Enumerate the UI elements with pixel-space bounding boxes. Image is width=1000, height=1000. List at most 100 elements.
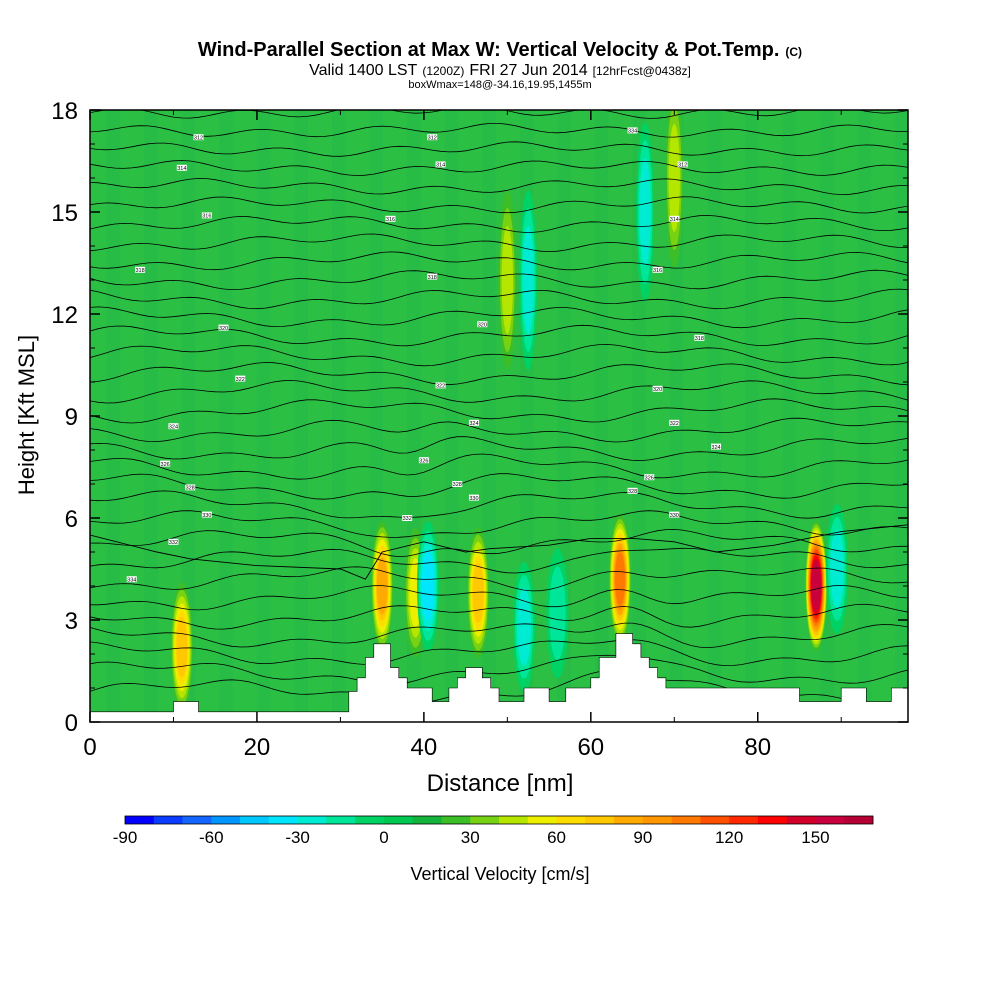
colorbar-tick-label: -90 xyxy=(113,828,138,847)
updraft-cell-contour xyxy=(472,562,484,623)
isentrope-line xyxy=(90,528,908,558)
updraft-cell-contour xyxy=(668,124,680,232)
isentrope-label-box xyxy=(160,460,171,467)
isentrope-label-box xyxy=(711,443,722,450)
isentrope-label: 320 xyxy=(219,326,228,332)
velocity-field: 312 314 316 318 320 322 324 326 328 330 332 334 312 3… xyxy=(90,110,908,722)
chart-box-info: boxWmax=148@-34.16,19.95,1455m xyxy=(408,79,591,91)
isentrope-label: 326 xyxy=(645,475,654,481)
updraft-cell-contour xyxy=(501,226,514,334)
isentrope-label-box xyxy=(402,515,413,521)
isentrope-label: 312 xyxy=(428,135,437,141)
isentrope-line xyxy=(90,196,908,214)
field-band xyxy=(782,110,797,722)
isentrope-label-box xyxy=(201,212,212,219)
isentrope-label: 312 xyxy=(678,163,687,169)
colorbar-tick-label: 150 xyxy=(801,828,829,847)
field-band xyxy=(332,110,346,722)
colorbar-swatch xyxy=(642,816,672,824)
field-band xyxy=(707,110,722,722)
isentrope-line xyxy=(90,251,908,271)
isentrope-label-box xyxy=(669,419,680,426)
isentrope-label: 316 xyxy=(653,268,662,274)
colorbar-swatch xyxy=(326,816,356,824)
isentrope-label-box xyxy=(435,161,446,168)
isentrope-label-box xyxy=(385,215,396,222)
downdraft-cell-contour xyxy=(421,551,435,621)
colorbar-label: Vertical Velocity [cm/s] xyxy=(410,864,589,884)
downdraft-cell xyxy=(546,548,569,679)
field-band xyxy=(106,110,121,722)
colorbar-swatch xyxy=(757,816,787,824)
updraft-cell-contour xyxy=(176,617,188,678)
updraft-cell xyxy=(665,110,684,268)
field-band xyxy=(256,110,271,722)
colorbar-swatch xyxy=(614,816,644,824)
isentrope-line xyxy=(90,306,908,329)
isentrope-line xyxy=(90,233,908,253)
colorbar-tick-label: -30 xyxy=(285,828,310,847)
downdraft-cell xyxy=(513,561,536,692)
updraft-cell xyxy=(170,582,193,713)
isentrope-label-box xyxy=(201,511,212,518)
x-tick-label: 0 xyxy=(83,734,96,761)
updraft-cell xyxy=(805,521,828,651)
isentrope-line xyxy=(90,343,908,367)
field-band xyxy=(294,110,308,722)
downdraft-cell xyxy=(636,122,655,302)
isentrope-line xyxy=(90,362,908,386)
isentrope-line xyxy=(90,566,908,592)
isentrope-labels: 312 314 316 318 320 322 324 326 328 330 332 334 312 3… xyxy=(126,127,722,583)
isentrope-label: 314 xyxy=(436,163,445,169)
colorbar-swatch xyxy=(499,816,529,824)
colorbar-swatch xyxy=(211,816,241,824)
x-tick-label: 40 xyxy=(411,734,438,761)
colorbar-frame xyxy=(124,815,874,825)
isentrope-line xyxy=(90,269,908,291)
isentrope-line xyxy=(90,510,908,538)
isentrope-line xyxy=(90,398,908,424)
isentrope-label: 334 xyxy=(628,129,637,135)
isentrope-label: 324 xyxy=(469,421,478,427)
isentrope-line xyxy=(90,417,908,443)
isentrope-label: 326 xyxy=(161,462,170,468)
isentrope-label-box xyxy=(468,419,479,426)
field-band xyxy=(144,110,158,722)
colorbar-tick-label: 120 xyxy=(715,828,743,847)
isentrope-label-box xyxy=(126,576,137,583)
colorbar-swatch xyxy=(556,816,586,824)
isentrope-label: 316 xyxy=(202,214,211,220)
isentrope-label-box xyxy=(168,423,179,430)
isentrope-label: 316 xyxy=(386,217,395,223)
isentrope-label-box xyxy=(427,273,438,280)
isentrope-label-box xyxy=(468,494,479,501)
isentrope-label: 314 xyxy=(670,217,679,223)
isentrope-line xyxy=(90,622,908,649)
isentrope-label-box xyxy=(418,457,429,464)
isentrope-label-box xyxy=(218,324,229,331)
y-tick-label: 18 xyxy=(51,98,78,125)
isentrope-label: 328 xyxy=(453,482,462,488)
updraft-cell xyxy=(609,514,632,645)
axis-ticks: 0 20 40 60 80 0 3 6 9 12 15 18 xyxy=(51,98,908,761)
colorbar-tick-label: 0 xyxy=(379,828,388,847)
updraft-cell xyxy=(498,190,517,370)
isentrope-label-box xyxy=(652,385,663,392)
isentrope-label: 326 xyxy=(419,458,428,464)
colorbar-swatch xyxy=(240,816,270,824)
isentrope-label-box xyxy=(176,164,187,171)
y-tick-label: 6 xyxy=(65,506,78,533)
y-tick-label: 9 xyxy=(65,404,78,431)
isentrope-label-box xyxy=(435,382,446,389)
isentropes xyxy=(90,110,908,705)
isentrope-line xyxy=(90,110,908,119)
isentrope-label: 332 xyxy=(403,516,412,522)
y-axis-label: Height [Kft MSL] xyxy=(14,335,39,495)
colorbar-swatch xyxy=(355,816,385,824)
isentrope-label-box xyxy=(427,134,438,141)
isentrope-label-box xyxy=(652,266,663,273)
colorbar-tick-label: 30 xyxy=(461,828,480,847)
isentrope-label: 334 xyxy=(127,577,136,583)
isentrope-label: 312 xyxy=(194,135,203,141)
